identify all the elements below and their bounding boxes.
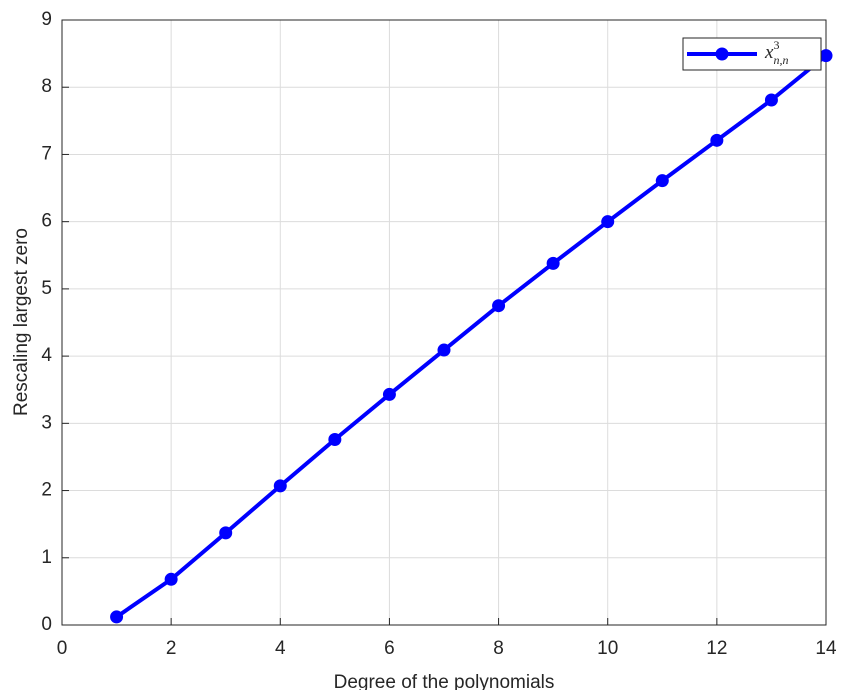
y-tick-label: 6 [41, 211, 52, 232]
y-tick-label: 1 [41, 547, 52, 568]
x-tick-label: 6 [384, 638, 395, 659]
data-point [328, 432, 342, 446]
axes-box [61, 19, 827, 626]
y-tick-label: 5 [41, 278, 52, 299]
x-axis-label: Degree of the polynomials [334, 672, 555, 690]
data-point [655, 174, 669, 188]
legend-name: x [764, 42, 774, 63]
x-tick-label: 10 [597, 638, 618, 659]
legend-sup: 3 [773, 38, 779, 52]
plot-area [62, 20, 826, 625]
data-point [764, 93, 778, 107]
y-tick-label: 3 [41, 412, 52, 433]
y-tick-label: 8 [41, 76, 52, 97]
x-tick-label: 0 [57, 638, 68, 659]
x-tick-label: 12 [706, 638, 727, 659]
y-axis-label: Rescaling largest zero [11, 228, 32, 416]
y-tick-label: 0 [41, 614, 52, 635]
y-tick-label: 7 [41, 143, 52, 164]
x-tick-label: 4 [275, 638, 286, 659]
data-point [164, 572, 178, 586]
data-point [110, 610, 124, 624]
data-point [546, 256, 560, 270]
x-tick-label: 8 [493, 638, 504, 659]
data-point [273, 479, 287, 493]
legend-sub: n,n [773, 53, 788, 67]
legend: x3 n,n [682, 37, 822, 71]
y-tick-label: 2 [41, 480, 52, 501]
legend-marker [715, 47, 729, 61]
y-tick-label: 4 [41, 345, 52, 366]
data-point [382, 387, 396, 401]
x-tick-label: 14 [815, 638, 837, 659]
data-point [819, 49, 833, 63]
legend-label: x3 n,n [764, 38, 788, 67]
series-line [115, 54, 828, 619]
data-point [219, 526, 233, 540]
y-tick-label: 9 [41, 9, 52, 30]
x-tick-label: 2 [166, 638, 177, 659]
data-point [710, 133, 724, 147]
data-point [437, 343, 451, 357]
data-point [601, 215, 615, 229]
data-point [492, 299, 506, 313]
